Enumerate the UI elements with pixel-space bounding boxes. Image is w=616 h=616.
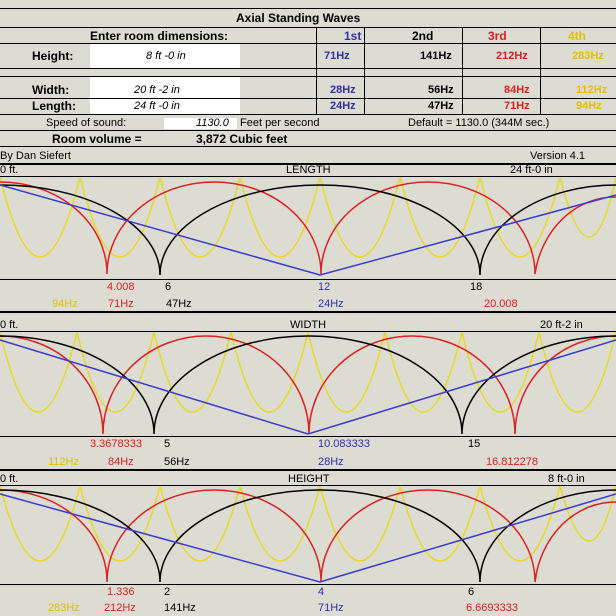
height-mark-5: 6.6693333 (466, 602, 518, 614)
width-mark-4: 15 (468, 438, 481, 450)
speed-input[interactable]: 1130.0 (196, 117, 229, 129)
height-input-box[interactable] (90, 44, 240, 68)
height-2nd-freq: 141Hz (420, 50, 452, 62)
page-title: Axial Standing Waves (236, 11, 361, 25)
author: By Dan Siefert (0, 150, 71, 162)
height-value[interactable]: 8 ft -0 in (146, 50, 186, 62)
length-freq-3rd: 71Hz (108, 298, 134, 310)
width-panel-title: WIDTH (290, 319, 327, 331)
length-mark-4: 18 (470, 281, 483, 293)
width-freq-4th: 112Hz (48, 456, 79, 468)
width-panel-end: 20 ft-2 in (540, 319, 583, 331)
length-panel-start: 0 ft. (0, 164, 19, 176)
width-2nd-freq: 56Hz (428, 84, 454, 96)
width-3rd-freq: 84Hz (504, 84, 530, 96)
height-freq-4th: 283Hz (48, 602, 80, 614)
height-mark-1: 1.336 (107, 586, 135, 598)
enter-dimensions-label: Enter room dimensions: (90, 29, 229, 43)
length-mark-3: 12 (318, 281, 331, 293)
length-1st-freq: 24Hz (330, 100, 356, 112)
width-mark-1: 3.3678333 (90, 438, 142, 450)
height-freq-3rd: 212Hz (104, 602, 136, 614)
width-label: Width: (32, 83, 70, 97)
width-1st-freq: 28Hz (330, 84, 356, 96)
mode-1st-header: 1st (344, 29, 362, 43)
width-mark-3: 10.083333 (318, 438, 370, 450)
height-mark-2: 2 (164, 586, 171, 598)
volume-value: 3,872 Cubic feet (196, 132, 288, 146)
length-panel-title: LENGTH (286, 164, 331, 176)
width-mark-5: 16.812278 (486, 456, 538, 468)
length-mark-2: 6 (165, 281, 172, 293)
length-panel-end: 24 ft-0 in (510, 164, 553, 176)
length-freq-2nd: 47Hz (166, 298, 192, 310)
height-mark-3: 4 (318, 586, 325, 598)
speed-unit: Feet per second (240, 117, 320, 129)
speed-label: Speed of sound: (46, 117, 127, 129)
height-panel-title: HEIGHT (288, 473, 330, 485)
length-mark-1: 4.008 (107, 281, 135, 293)
width-4th-freq: 112Hz (576, 84, 608, 96)
height-freq-1st: 71Hz (318, 602, 344, 614)
length-3rd-freq: 71Hz (504, 100, 530, 112)
width-input-box[interactable] (90, 77, 240, 114)
width-value[interactable]: 20 ft -2 in (134, 84, 180, 96)
height-1st-freq: 71Hz (324, 50, 350, 62)
length-freq-1st: 24Hz (318, 298, 344, 310)
length-2nd-freq: 47Hz (428, 100, 454, 112)
width-freq-1st: 28Hz (318, 456, 344, 468)
width-wave-chart (0, 332, 616, 435)
height-3rd-freq: 212Hz (496, 50, 528, 62)
height-wave-chart (0, 486, 616, 583)
mode-3rd-header: 3rd (488, 29, 507, 43)
width-panel-start: 0 ft. (0, 319, 19, 331)
mode-4th-header: 4th (568, 29, 586, 43)
speed-default: Default = 1130.0 (344M sec.) (408, 117, 550, 129)
length-wave-chart (0, 177, 616, 276)
mode-2nd-header: 2nd (412, 29, 434, 43)
version: Version 4.1 (530, 150, 586, 162)
height-label: Height: (32, 49, 74, 63)
height-panel-end: 8 ft-0 in (548, 473, 585, 485)
height-freq-2nd: 141Hz (164, 602, 196, 614)
length-value[interactable]: 24 ft -0 in (134, 100, 180, 112)
volume-label: Room volume = (52, 132, 142, 146)
width-mark-2: 5 (164, 438, 171, 450)
height-mark-4: 6 (468, 586, 475, 598)
width-freq-3rd: 84Hz (108, 456, 134, 468)
length-mark-5: 20.008 (484, 298, 518, 310)
length-freq-4th: 94Hz (52, 298, 78, 310)
length-4th-freq: 94Hz (576, 100, 602, 112)
height-4th-freq: 283Hz (572, 50, 604, 62)
height-panel-start: 0 ft. (0, 473, 19, 485)
length-label: Length: (32, 99, 76, 113)
width-freq-2nd: 56Hz (164, 456, 190, 468)
